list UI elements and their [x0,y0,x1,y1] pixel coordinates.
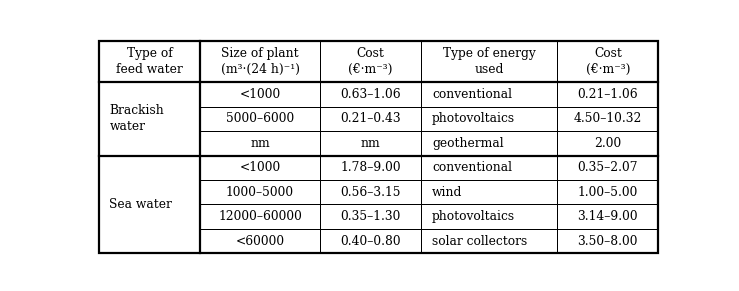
Bar [421,82,557,107]
Bar [99,40,200,82]
Bar [320,205,421,229]
Text: 3.50–8.00: 3.50–8.00 [578,235,638,248]
Bar [320,131,421,155]
Text: 0.35–1.30: 0.35–1.30 [341,210,401,223]
Bar [320,180,421,205]
Text: <60000: <60000 [236,235,285,248]
Bar [200,155,320,180]
Bar [200,229,320,253]
Bar [421,107,557,131]
Bar [557,155,658,180]
Text: 1000–5000: 1000–5000 [226,186,294,199]
Text: <1000: <1000 [239,161,281,174]
Bar [99,155,200,253]
Bar [421,131,557,155]
Text: Type of energy
used: Type of energy used [443,47,536,76]
Bar [99,82,200,155]
Bar [557,40,658,82]
Text: 5000–6000: 5000–6000 [226,112,294,125]
Bar [200,82,320,107]
Bar [320,107,421,131]
Text: Type of
feed water: Type of feed water [116,47,183,76]
Text: wind: wind [432,186,463,199]
Bar [557,229,658,253]
Text: 4.50–10.32: 4.50–10.32 [573,112,642,125]
Bar [421,205,557,229]
Text: 3.14–9.00: 3.14–9.00 [578,210,638,223]
Text: Brackish
water: Brackish water [109,104,164,133]
Bar [320,155,421,180]
Bar [557,205,658,229]
Bar [421,40,557,82]
Bar [557,131,658,155]
Text: 2.00: 2.00 [594,137,621,150]
Text: 1.00–5.00: 1.00–5.00 [578,186,638,199]
Bar [200,205,320,229]
Text: geothermal: geothermal [432,137,503,150]
Text: 0.56–3.15: 0.56–3.15 [341,186,401,199]
Bar [320,229,421,253]
Bar [557,107,658,131]
Text: <1000: <1000 [239,88,281,101]
Bar [421,229,557,253]
Bar [200,107,320,131]
Bar [200,131,320,155]
Text: nm: nm [361,137,381,150]
Text: conventional: conventional [432,88,512,101]
Text: photovoltaics: photovoltaics [432,210,515,223]
Bar [320,40,421,82]
Text: 1.78–9.00: 1.78–9.00 [340,161,401,174]
Bar [320,82,421,107]
Text: Cost
(€·m⁻³): Cost (€·m⁻³) [585,47,630,76]
Bar [200,180,320,205]
Bar [200,40,320,82]
Bar [421,180,557,205]
Text: 12000–60000: 12000–60000 [218,210,302,223]
Text: solar collectors: solar collectors [432,235,527,248]
Text: 0.21–0.43: 0.21–0.43 [340,112,401,125]
Text: nm: nm [251,137,270,150]
Bar [557,82,658,107]
Text: Sea water: Sea water [109,198,172,211]
Text: 0.21–1.06: 0.21–1.06 [578,88,638,101]
Text: photovoltaics: photovoltaics [432,112,515,125]
Bar [557,180,658,205]
Text: conventional: conventional [432,161,512,174]
Text: 0.35–2.07: 0.35–2.07 [578,161,638,174]
Bar [421,155,557,180]
Text: Size of plant
(m³·(24 h)⁻¹): Size of plant (m³·(24 h)⁻¹) [221,47,299,76]
Text: 0.63–1.06: 0.63–1.06 [340,88,401,101]
Text: Cost
(€·m⁻³): Cost (€·m⁻³) [348,47,393,76]
Text: 0.40–0.80: 0.40–0.80 [340,235,401,248]
